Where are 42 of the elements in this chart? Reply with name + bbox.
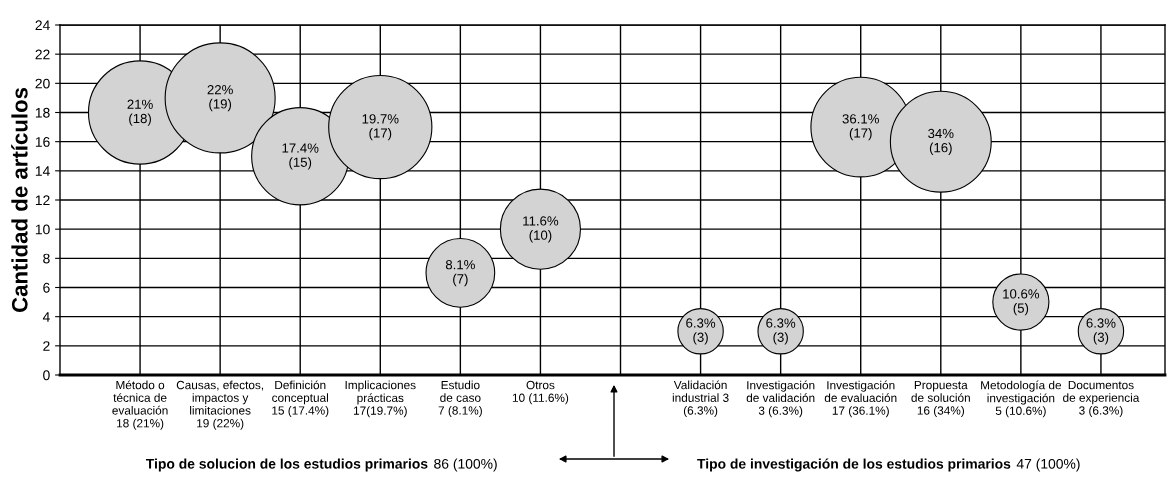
y-tick-label: 18 bbox=[35, 107, 50, 118]
data-label: 19.7% (17) bbox=[362, 114, 399, 141]
x-tick-label: Investigación de evaluación 17 (36.1%) bbox=[824, 380, 897, 418]
x-tick-label: Causas, efectos, impactos y limitaciones 19 (22%) bbox=[176, 380, 264, 430]
y-tick-label: 2 bbox=[43, 341, 50, 351]
data-label: 34% (16) bbox=[928, 128, 954, 155]
y-tick-label: 22 bbox=[35, 49, 50, 60]
data-label: 21% (18) bbox=[127, 99, 153, 126]
x-tick-label: Investigación de validación 3 (6.3%) bbox=[746, 380, 815, 418]
x-tick-label: Propuesta de solución 16 (34%) bbox=[911, 380, 970, 417]
x-tick-label: Documentos de experiencia 3 (6.3%) bbox=[1063, 380, 1140, 417]
data-label: 17.4% (15) bbox=[282, 143, 319, 170]
y-tick-label: 16 bbox=[35, 137, 50, 147]
x-tick-label: Otros 10 (11.6%) bbox=[512, 380, 569, 405]
data-label: 6.3% (3) bbox=[766, 318, 796, 345]
text: 86 (100%) bbox=[434, 458, 497, 472]
y-tick-label: 0 bbox=[43, 370, 50, 381]
x-tick-label: Método o técnica de evaluación 18 (21%) bbox=[112, 380, 168, 430]
y-tick-label: 8 bbox=[43, 253, 50, 264]
data-label: 6.3% (3) bbox=[686, 318, 716, 345]
x-tick-label: Validación industrial 3 (6.3%) bbox=[672, 380, 729, 417]
data-label: 10.6% (5) bbox=[1003, 289, 1040, 316]
x-tick-label: Definición conceptual 15 (17.4%) bbox=[272, 380, 329, 417]
data-label: 11.6% (10) bbox=[523, 216, 559, 243]
x-tick-label: Estudio de caso 7 (8.1%) bbox=[438, 380, 482, 417]
x-tick-label: Implicaciones prácticas 17(19.7%) bbox=[345, 380, 416, 418]
x-tick-label: Metodología de investigación 5 (10.6%) bbox=[981, 380, 1062, 418]
y-tick-label: 4 bbox=[42, 312, 50, 322]
y-tick-label: 10 bbox=[35, 224, 50, 235]
data-label: 6.3% (3) bbox=[1086, 318, 1116, 345]
y-tick-label: 20 bbox=[35, 78, 50, 89]
y-tick-label: 14 bbox=[35, 166, 50, 176]
data-label: 8.1% (7) bbox=[445, 260, 475, 287]
text: Tipo de investigación de los estudios primarios bbox=[697, 458, 1011, 472]
data-label: 22% (19) bbox=[207, 85, 233, 112]
y-tick-label: 12 bbox=[35, 195, 50, 206]
y-axis-title: Cantidad de artículos bbox=[11, 87, 28, 313]
text: Tipo de solucion de los estudios primarios bbox=[145, 458, 428, 472]
data-label: 36.1% (17) bbox=[842, 114, 879, 141]
y-tick-label: 6 bbox=[43, 282, 50, 293]
text: 47 (100%) bbox=[1016, 458, 1080, 472]
y-tick-label: 24 bbox=[35, 20, 50, 31]
